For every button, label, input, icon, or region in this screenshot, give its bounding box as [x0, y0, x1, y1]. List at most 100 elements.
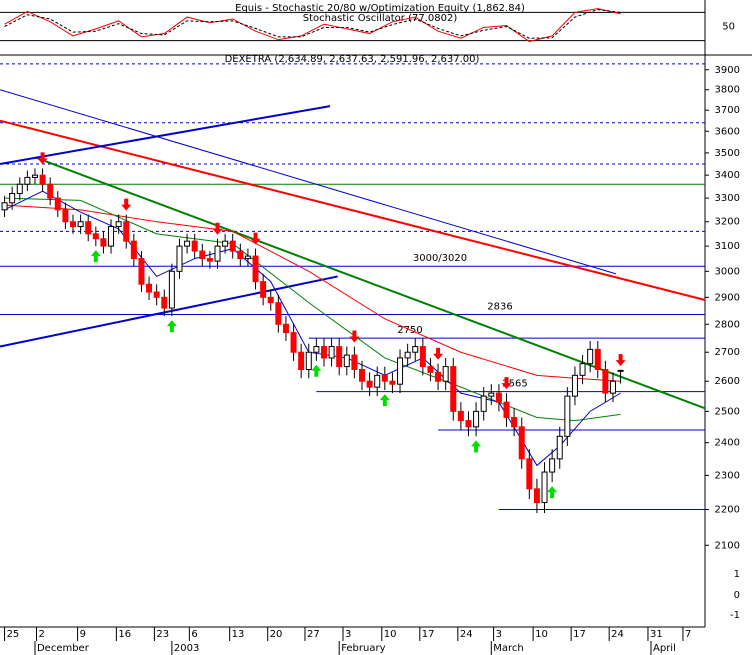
x-tick-label: 24	[460, 629, 473, 640]
candle-body	[62, 209, 69, 223]
candle-body	[115, 221, 122, 228]
candle-body	[397, 357, 404, 385]
candle-body	[100, 238, 107, 247]
candle-body	[85, 221, 92, 235]
candle-body	[381, 374, 388, 382]
y-tick-label: 2100	[715, 540, 740, 551]
y-extra-label: 1	[734, 569, 740, 580]
candle-body	[123, 221, 130, 242]
sell-arrow	[37, 152, 48, 165]
x-tick-label: 10	[535, 629, 548, 640]
osc-line	[4, 8, 621, 43]
candle-body	[244, 255, 251, 260]
trendline	[0, 275, 338, 348]
candle-body	[229, 240, 236, 252]
buy-arrow	[90, 250, 101, 263]
candle-body	[168, 270, 175, 309]
candle-body	[442, 366, 449, 382]
x-tick-label: 27	[307, 629, 320, 640]
month-label: 2003	[174, 643, 199, 654]
x-tick-label: 16	[118, 629, 131, 640]
candle-body	[518, 426, 525, 460]
candle-body	[54, 197, 61, 211]
candle-body	[153, 291, 160, 298]
candle-body	[473, 410, 480, 428]
x-tick-label: 17	[573, 629, 586, 640]
candle-body	[282, 323, 289, 334]
candle-body	[450, 366, 457, 412]
y-tick-label: 2200	[715, 505, 740, 516]
y-tick-label: 2600	[715, 376, 740, 387]
candle-body	[70, 221, 77, 228]
candle-body	[488, 392, 495, 397]
candle-body	[206, 258, 213, 262]
x-tick-label: 23	[156, 629, 169, 640]
y-tick-label: 2500	[715, 406, 740, 417]
sell-arrow	[615, 354, 626, 367]
candle-body	[526, 458, 533, 490]
sell-arrow	[250, 232, 261, 245]
candle-body	[503, 401, 510, 419]
candle-body	[92, 233, 99, 240]
candle-body	[465, 420, 472, 428]
candle-body	[1, 202, 8, 211]
candle-body	[298, 351, 305, 370]
sell-arrow	[501, 377, 512, 390]
sell-arrow	[433, 347, 444, 360]
candle-body	[39, 174, 46, 185]
candle-body	[108, 226, 115, 247]
candle-body	[138, 258, 145, 285]
x-tick-label: 10	[384, 629, 397, 640]
x-tick-label: 24	[611, 629, 624, 640]
candle-body	[328, 346, 335, 359]
candle-body	[305, 351, 312, 370]
y-tick-label: 2300	[715, 470, 740, 481]
candle-body	[419, 346, 426, 368]
y-tick-label: 2700	[715, 347, 740, 358]
month-label: March	[493, 643, 523, 654]
candle-body	[320, 346, 327, 359]
candle-body	[184, 240, 191, 247]
candle-body	[457, 410, 464, 422]
candle-body	[556, 435, 563, 460]
candle-body	[366, 380, 373, 388]
x-tick-label: 20	[270, 629, 283, 640]
candle-body	[336, 346, 343, 368]
candle-body	[602, 368, 609, 394]
level-label: 2750	[397, 325, 422, 336]
y-extra-label: 0	[734, 590, 740, 601]
y-tick-label: 3100	[715, 241, 740, 252]
y-extra-label: -1	[730, 610, 740, 621]
level-label: 2836	[487, 301, 512, 312]
sell-arrow	[121, 198, 132, 211]
level-label: 3000/3020	[413, 253, 467, 264]
candle-body	[533, 488, 540, 504]
y-tick-label: 3500	[715, 148, 740, 159]
candle-body	[267, 296, 274, 304]
x-tick-label: 3	[496, 629, 502, 640]
buy-arrow	[379, 394, 390, 407]
level-label: 2565	[502, 379, 527, 390]
candle-body	[564, 395, 571, 437]
candle-body	[16, 183, 23, 194]
y-tick-label: 3600	[715, 126, 740, 137]
candle-body	[130, 240, 137, 260]
buy-arrow	[311, 364, 322, 377]
oscillator-title: Equis - Stochastic 20/80 w/Optimization …	[235, 3, 525, 14]
candle-body	[617, 369, 624, 372]
oscillator-subtitle: Stochastic Oscillator (77.0802)	[303, 13, 458, 24]
candle-body	[47, 183, 54, 199]
x-tick-label: 31	[650, 629, 663, 640]
buy-arrow	[166, 320, 177, 333]
candle-body	[549, 458, 556, 473]
buy-arrow	[547, 486, 558, 499]
candle-body	[351, 354, 358, 370]
candle-body	[146, 283, 153, 293]
candle-body	[427, 366, 434, 373]
trendline	[0, 105, 331, 165]
y-tick-label: 2400	[715, 438, 740, 449]
candle-body	[191, 240, 198, 252]
candle-body	[579, 363, 586, 376]
x-tick-label: 9	[80, 629, 86, 640]
